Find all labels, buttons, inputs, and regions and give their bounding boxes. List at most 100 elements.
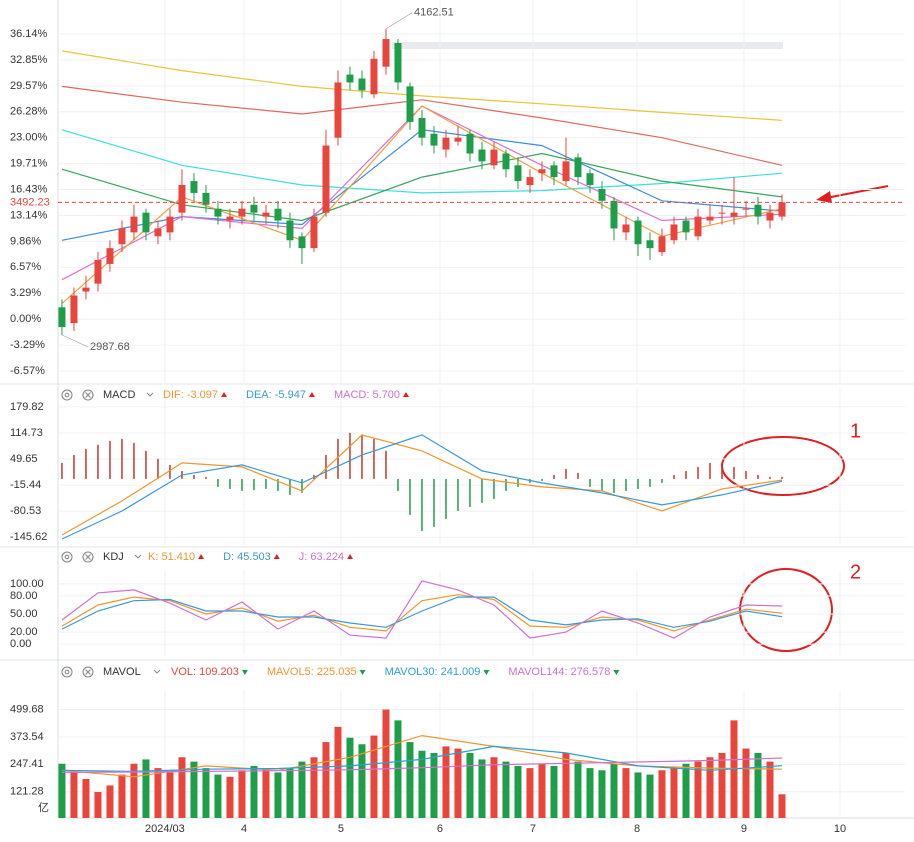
y-tick-label: -80.53 xyxy=(10,505,41,517)
volume-bar xyxy=(574,761,582,818)
volume-bar xyxy=(454,748,462,818)
volume-bar xyxy=(658,770,666,818)
panel-title: KDJ xyxy=(103,551,124,563)
volume-bar xyxy=(478,759,486,818)
candle-body xyxy=(622,224,630,233)
candle-body xyxy=(214,208,222,217)
x-tick-label: 10 xyxy=(834,823,846,835)
y-tick-label: 247.41 xyxy=(10,758,44,770)
legend-marker xyxy=(483,670,490,675)
candle-body xyxy=(610,200,618,229)
volume-bar xyxy=(106,785,114,818)
volume-bar xyxy=(82,778,90,818)
volume-bar xyxy=(610,763,618,818)
candle-body xyxy=(418,117,426,138)
y-tick-label: 373.54 xyxy=(10,731,44,743)
volume-bar xyxy=(190,761,198,818)
y-tick-label: 100.00 xyxy=(10,578,44,590)
volume-bar xyxy=(718,752,726,818)
annotation: 2 xyxy=(850,561,861,583)
legend-entry: D: 45.503 xyxy=(223,551,271,563)
candle-body xyxy=(82,287,90,292)
candle-body xyxy=(310,216,318,249)
panel-title: MACD xyxy=(103,389,135,401)
volume-bar xyxy=(226,776,234,818)
volume-bar xyxy=(346,737,354,818)
volume-bar xyxy=(118,774,126,818)
y-tick-label: 0.00 xyxy=(10,638,31,650)
legend-entry: VOL: 109.203 xyxy=(171,666,239,678)
candle-body xyxy=(658,236,666,253)
annotation-leader xyxy=(385,12,413,30)
last-price-bg xyxy=(4,195,54,210)
volume-bar xyxy=(502,761,510,818)
y-tick-label: -6.57% xyxy=(10,365,45,377)
y-tick-label: 32.85% xyxy=(10,54,48,66)
candle-body xyxy=(94,259,102,284)
volume-bar xyxy=(706,757,714,818)
candle-body xyxy=(766,212,774,221)
legend-marker xyxy=(221,392,228,397)
volume-bar xyxy=(286,768,294,818)
volume-bar xyxy=(334,726,342,818)
candle-body xyxy=(730,212,738,217)
legend-entry: MAVOL144: 276.578 xyxy=(508,666,610,678)
panel-title: MAVOL xyxy=(103,666,141,678)
candle-body xyxy=(754,204,762,217)
panel-toolbar[interactable] xyxy=(61,389,154,401)
candle-body xyxy=(466,133,474,154)
candle-body xyxy=(394,43,402,83)
candle-body xyxy=(166,216,174,233)
candle-body xyxy=(502,153,510,170)
last-price-label: 3492.23 xyxy=(10,196,50,208)
y-tick-label: 6.57% xyxy=(10,261,41,273)
red-markup xyxy=(721,185,889,652)
candle-body xyxy=(550,165,558,178)
candle-body xyxy=(442,137,450,150)
candle-body xyxy=(778,202,786,217)
y-tick-label: 179.82 xyxy=(10,401,44,413)
legend-entry: J: 63.224 xyxy=(299,551,344,563)
volume-bar xyxy=(370,735,378,818)
indicator-line xyxy=(61,50,783,121)
legend-marker xyxy=(308,392,315,397)
candle-body xyxy=(478,149,486,162)
candle-body xyxy=(598,188,606,201)
y-unit: 亿 xyxy=(38,801,49,814)
volume-bar xyxy=(238,770,246,818)
indicator-line xyxy=(61,596,783,630)
panel-toolbar[interactable] xyxy=(61,666,161,678)
indicator-line xyxy=(61,85,783,166)
legend-marker xyxy=(613,670,620,675)
y-tick-label: 499.68 xyxy=(10,704,44,716)
volume-bar xyxy=(694,761,702,818)
legend-entry: DIF: -3.097 xyxy=(163,389,218,401)
volume-bar xyxy=(262,768,270,818)
candle-body xyxy=(706,216,714,221)
candle-body xyxy=(634,220,642,245)
volume-bar xyxy=(166,772,174,818)
panel: 179.82 114.73 49.65 -15.44 -80.53 -145.62 MACD… xyxy=(10,388,905,545)
legend-entry: MAVOL30: 241.009 xyxy=(385,666,481,678)
indicator-line xyxy=(61,434,783,536)
candle-body xyxy=(238,208,246,217)
panel: 36.14% 32.85% 29.57% 26.28% 23.00% 19.71% 16.4… xyxy=(4,0,905,383)
y-tick-label: 0.00% xyxy=(10,313,41,325)
range-highlight xyxy=(392,42,783,49)
panel-toolbar[interactable] xyxy=(61,551,142,563)
volume-bar xyxy=(274,772,282,818)
y-tick-label: -3.29% xyxy=(10,339,45,351)
volume-bar xyxy=(490,757,498,818)
legend-marker xyxy=(359,670,366,675)
candle-body xyxy=(70,295,78,324)
candle-body xyxy=(130,216,138,233)
candle-body xyxy=(514,165,522,182)
volume-bar xyxy=(58,763,66,818)
candle-body xyxy=(586,173,594,186)
y-tick-label: 80.00 xyxy=(10,590,38,602)
candle-body xyxy=(154,228,162,237)
legend-marker xyxy=(402,392,409,397)
x-tick-label: 7 xyxy=(530,823,536,835)
